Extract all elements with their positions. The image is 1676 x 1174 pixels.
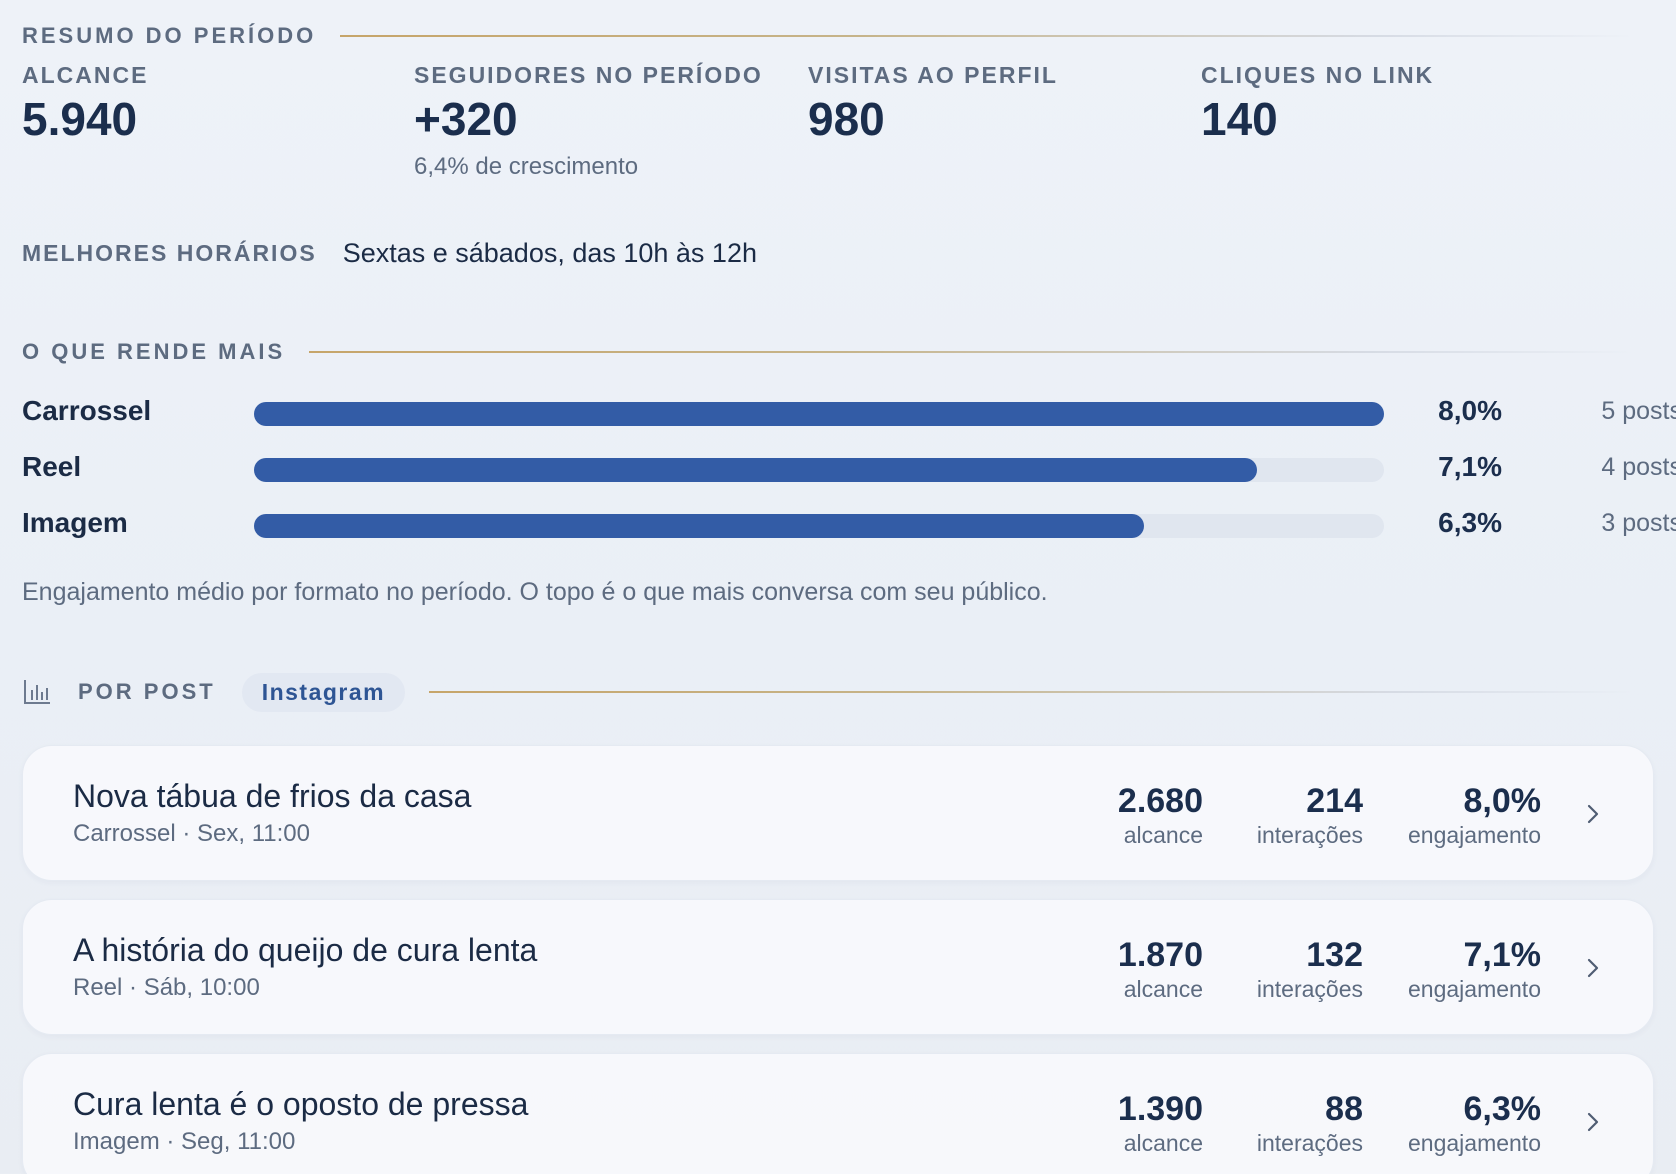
metric-interacoes: 132 interações	[1257, 936, 1363, 1003]
formats-section-title: O QUE RENDE MAIS	[22, 339, 286, 364]
stat-value: 5.940	[22, 93, 138, 145]
metric-alcance: 1.390 alcance	[1118, 1090, 1203, 1157]
stat-value: 980	[808, 93, 885, 145]
format-post-count: 4 posts	[1601, 453, 1676, 481]
stat-visitas: VISITAS AO PERFIL 980	[808, 62, 1058, 145]
bar-fill	[254, 458, 1258, 482]
post-title: A história do queijo de cura lenta	[73, 932, 538, 968]
format-label: Reel	[22, 451, 82, 482]
posts-section-title: POR POST	[78, 679, 216, 704]
formats-section-header: O QUE RENDE MAIS	[22, 338, 1634, 366]
metric-engajamento: 7,1% engajamento	[1408, 936, 1541, 1003]
section-divider	[309, 351, 1634, 353]
format-bar-row: Reel 7,1% 4 posts	[22, 449, 1676, 489]
metric-value: 6,3%	[1463, 1090, 1542, 1128]
summary-stats: ALCANCE 5.940 SEGUIDORES NO PERÍODO +320…	[22, 62, 1634, 192]
stat-growth-note: 6,4% de crescimento	[414, 153, 639, 180]
format-engagement: 7,1%	[1438, 451, 1502, 482]
posts-section-header: POR POST Instagram	[22, 672, 1634, 712]
bar-fill	[254, 514, 1145, 538]
format-bar-row: Carrossel 8,0% 5 posts	[22, 393, 1676, 433]
best-times-value: Sextas e sábados, das 10h às 12h	[342, 238, 757, 268]
format-engagement: 6,3%	[1438, 507, 1502, 538]
metric-value: 88	[1325, 1090, 1363, 1128]
stat-label: SEGUIDORES NO PERÍODO	[414, 62, 763, 88]
stat-label: CLIQUES NO LINK	[1201, 62, 1435, 88]
metric-value: 1.390	[1117, 1090, 1203, 1128]
format-bar-row: Imagem 6,3% 3 posts	[22, 505, 1676, 545]
format-post-count: 3 posts	[1601, 509, 1676, 537]
post-meta: Imagem · Seg, 11:00	[73, 1128, 296, 1155]
metric-label: engajamento	[1408, 822, 1541, 848]
metric-label: engajamento	[1408, 976, 1541, 1002]
format-label: Imagem	[22, 507, 128, 538]
best-times-label: MELHORES HORÁRIOS	[22, 240, 317, 266]
stat-label: VISITAS AO PERFIL	[808, 62, 1058, 88]
stat-cliques: CLIQUES NO LINK 140	[1201, 62, 1434, 145]
stat-seguidores: SEGUIDORES NO PERÍODO +320 6,4% de cresc…	[414, 62, 763, 181]
post-card[interactable]: Nova tábua de frios da casa Carrossel · …	[22, 745, 1654, 881]
post-title: Nova tábua de frios da casa	[73, 778, 472, 814]
post-meta: Reel · Sáb, 10:00	[73, 974, 260, 1001]
metric-value: 1.870	[1117, 936, 1203, 974]
format-label: Carrossel	[22, 395, 152, 426]
stat-label: ALCANCE	[22, 62, 149, 88]
metric-label: interações	[1256, 1130, 1363, 1156]
metric-value: 214	[1306, 782, 1363, 820]
metric-engajamento: 8,0% engajamento	[1408, 782, 1541, 849]
chevron-right-icon[interactable]	[1581, 1108, 1605, 1136]
post-title: Cura lenta é o oposto de pressa	[73, 1086, 529, 1122]
metric-label: alcance	[1123, 976, 1203, 1002]
section-divider	[340, 35, 1634, 37]
stat-value: 140	[1201, 93, 1278, 145]
metric-label: engajamento	[1408, 1130, 1541, 1156]
chevron-right-icon[interactable]	[1581, 954, 1605, 982]
format-post-count: 5 posts	[1601, 397, 1676, 425]
platform-pill[interactable]: Instagram	[241, 672, 406, 712]
metric-label: interações	[1256, 976, 1363, 1002]
bar-fill	[254, 402, 1384, 426]
metric-value: 8,0%	[1463, 782, 1542, 820]
metric-value: 7,1%	[1463, 936, 1542, 974]
metric-label: alcance	[1123, 1130, 1203, 1156]
metric-value: 132	[1306, 936, 1363, 974]
stat-alcance: ALCANCE 5.940	[22, 62, 148, 145]
chevron-right-icon[interactable]	[1581, 800, 1605, 828]
post-card[interactable]: A história do queijo de cura lenta Reel …	[22, 899, 1654, 1035]
metric-interacoes: 88 interações	[1257, 1090, 1363, 1157]
metric-interacoes: 214 interações	[1257, 782, 1363, 849]
bar-track	[254, 402, 1384, 426]
metric-value: 2.680	[1117, 782, 1203, 820]
metric-engajamento: 6,3% engajamento	[1408, 1090, 1541, 1157]
post-card[interactable]: Cura lenta é o oposto de pressa Imagem ·…	[22, 1053, 1654, 1174]
summary-section-header: RESUMO DO PERÍODO	[22, 22, 1634, 50]
stat-value: +320	[414, 93, 518, 145]
metric-label: alcance	[1123, 822, 1203, 848]
bar-track	[254, 458, 1384, 482]
summary-section-title: RESUMO DO PERÍODO	[22, 23, 317, 48]
format-engagement: 8,0%	[1438, 395, 1502, 426]
formats-note: Engajamento médio por formato no período…	[22, 578, 1048, 606]
bar-track	[254, 514, 1384, 538]
bar-chart-icon	[24, 680, 50, 704]
metric-alcance: 2.680 alcance	[1118, 782, 1203, 849]
section-divider	[429, 691, 1634, 693]
metric-alcance: 1.870 alcance	[1118, 936, 1203, 1003]
best-times: MELHORES HORÁRIOS Sextas e sábados, das …	[22, 238, 757, 269]
post-meta: Carrossel · Sex, 11:00	[73, 820, 310, 847]
metric-label: interações	[1256, 822, 1363, 848]
